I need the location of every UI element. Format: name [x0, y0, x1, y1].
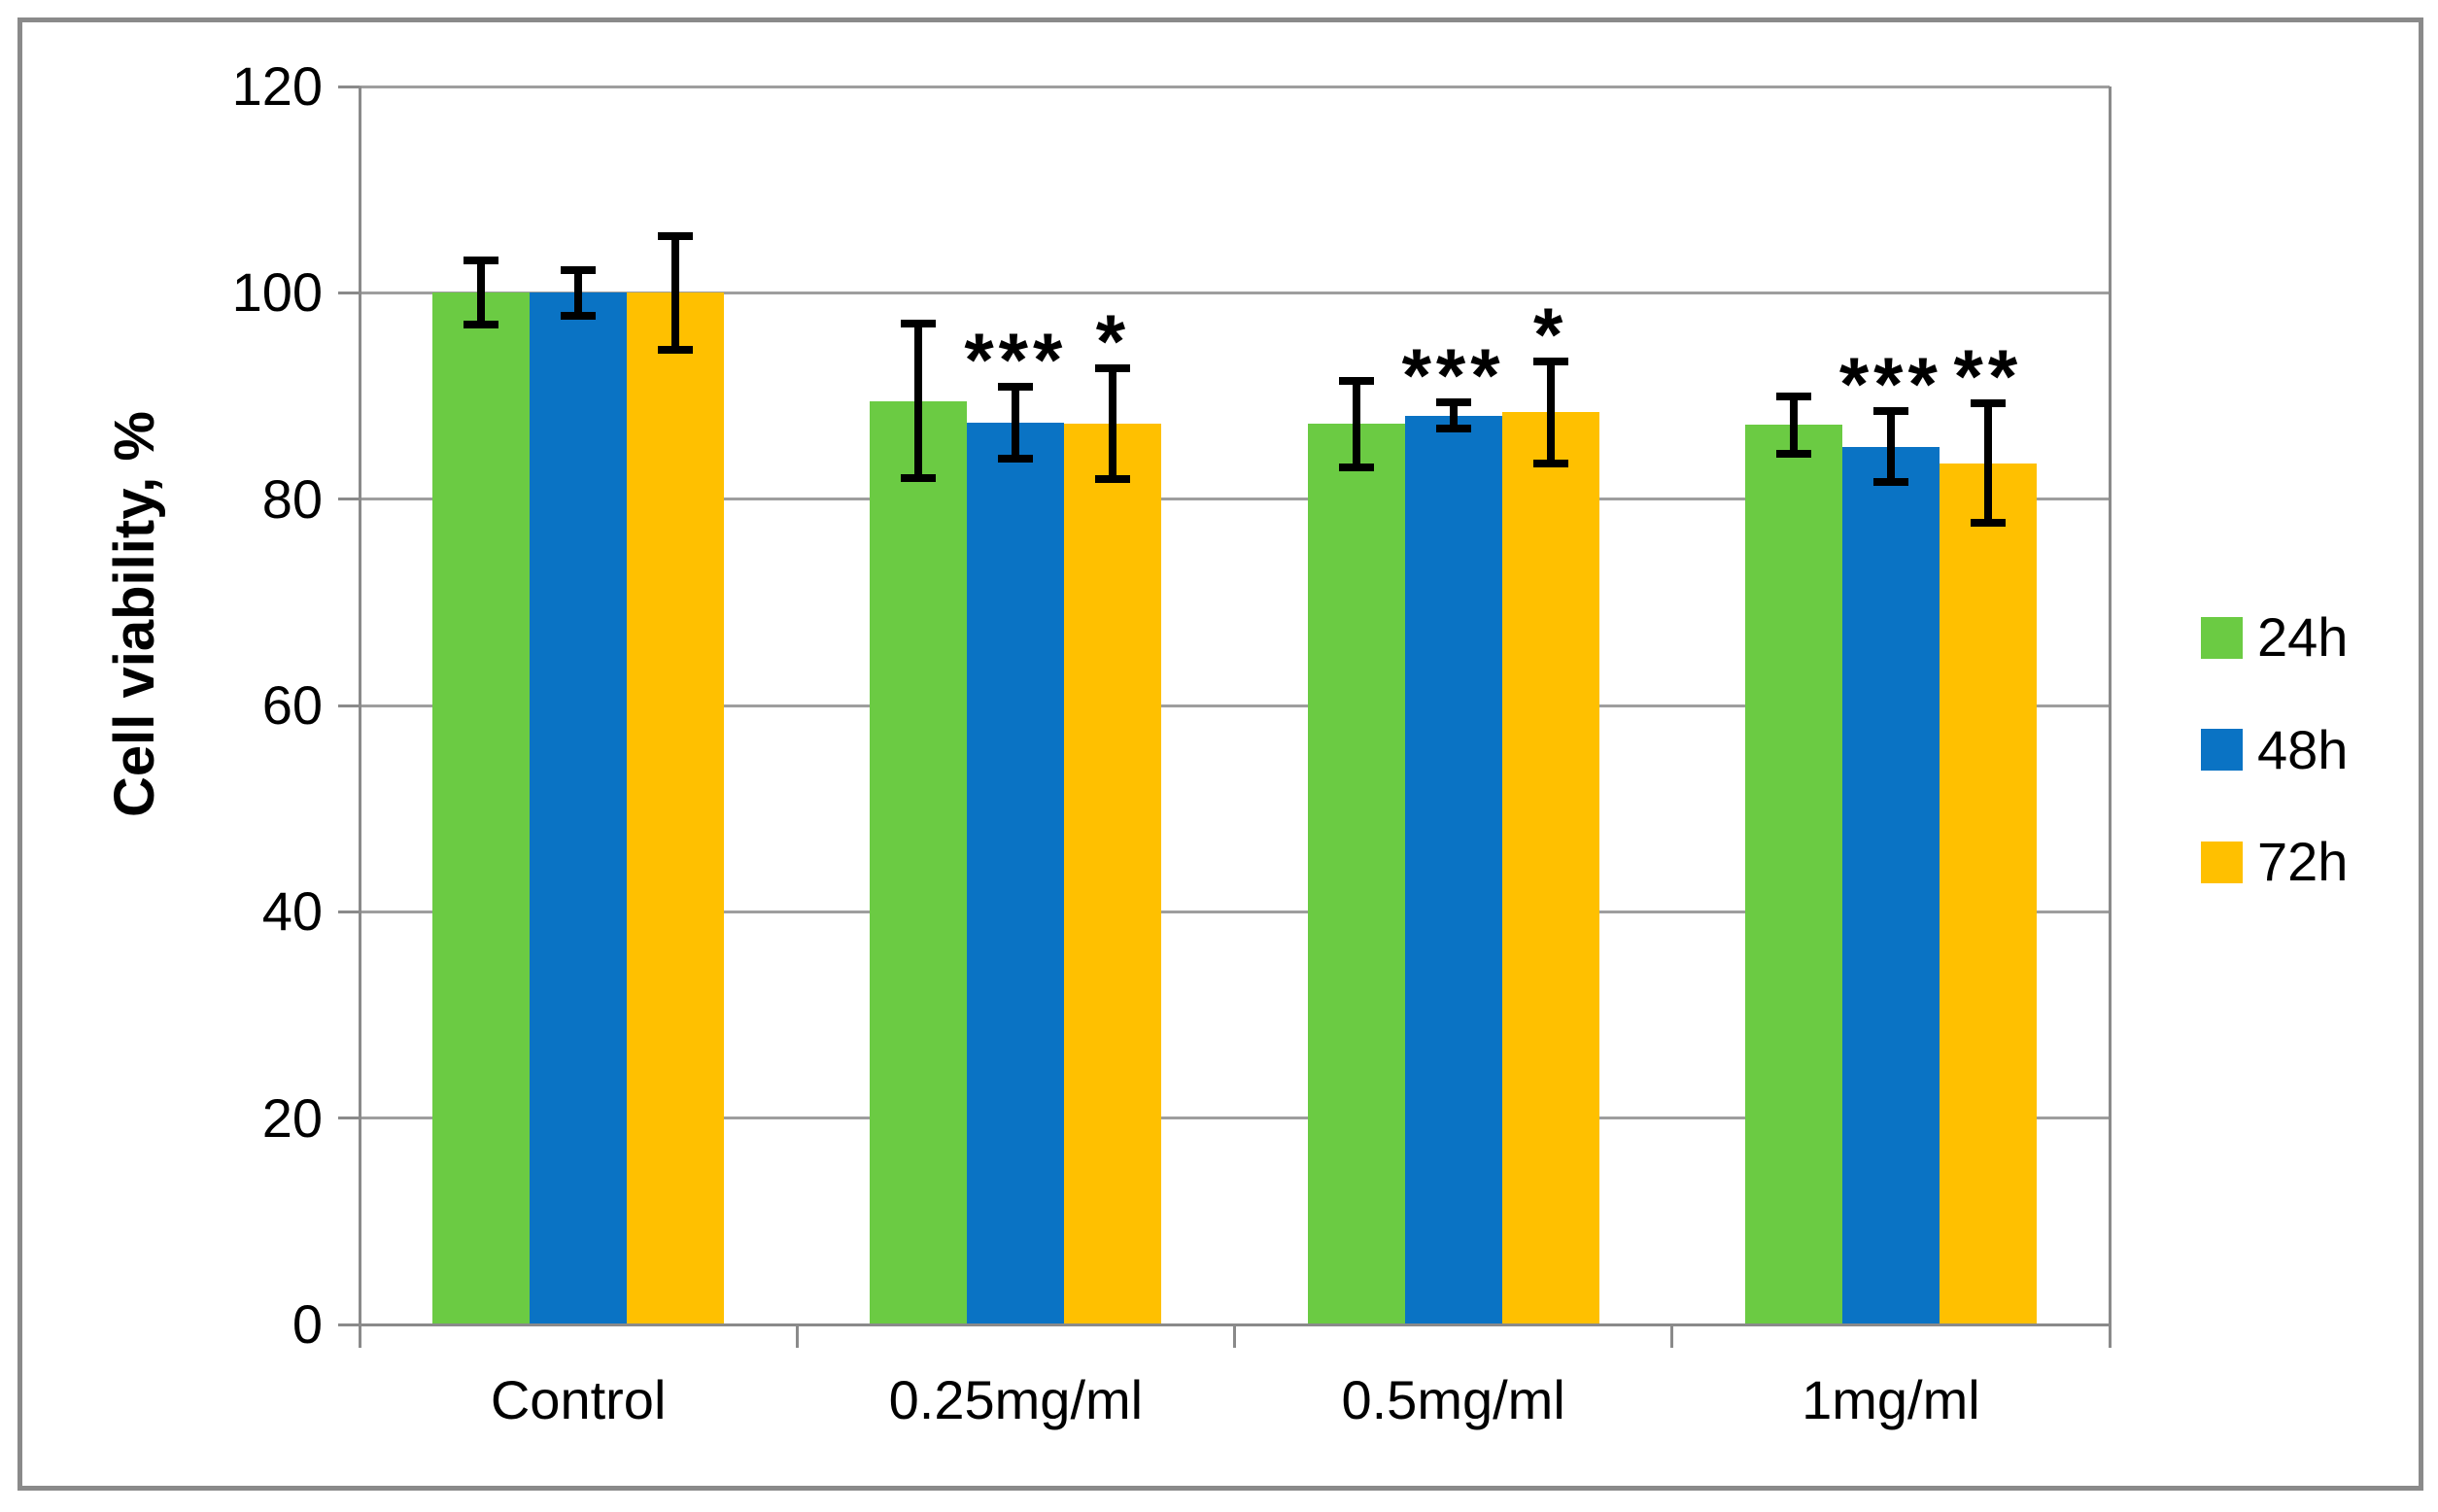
significance-marker: ** [1953, 332, 2023, 419]
y-tick-label: 80 [261, 467, 323, 530]
bar-24h-0.25mg/ml [870, 400, 968, 1324]
error-bar-cap-bottom [998, 455, 1034, 464]
gridline-20 [360, 1117, 2110, 1120]
error-bar-cap-top [1532, 358, 1568, 366]
error-bar-cap-top [561, 265, 597, 274]
significance-marker: *** [1838, 341, 1942, 428]
y-tick-label: 100 [231, 261, 323, 324]
legend-label-72h: 72h [2257, 831, 2349, 892]
y-axis-tick [338, 1323, 360, 1326]
x-category-label: 1mg/ml [1802, 1369, 1980, 1430]
error-bar-cap-bottom [1338, 463, 1374, 471]
bar-48h-0.25mg/ml [967, 423, 1065, 1324]
legend-label-48h: 48h [2257, 718, 2349, 780]
y-axis-title: Cell viability, % [103, 411, 166, 817]
error-bar-line [574, 269, 583, 316]
x-axis-tick [1670, 1324, 1674, 1348]
error-bar-line [1449, 401, 1458, 430]
error-bar-cap-top [1872, 407, 1908, 416]
gridline-40 [360, 910, 2110, 913]
gridline-80 [360, 498, 2110, 501]
bar-48h-0.5mg/ml [1404, 415, 1502, 1324]
error-bar-line [914, 324, 923, 479]
y-axis-tick [338, 910, 360, 913]
x-axis-tick [795, 1324, 799, 1348]
y-tick-label: 0 [292, 1293, 323, 1355]
error-bar-line [1012, 386, 1020, 460]
significance-marker: * [1532, 292, 1568, 378]
y-axis-line [358, 86, 361, 1327]
error-bar-cap-top [1338, 376, 1374, 385]
y-tick-label: 120 [231, 55, 323, 117]
y-axis-tick [338, 704, 360, 707]
error-bar-cap-top [1435, 397, 1471, 406]
bar-72h-0.25mg/ml [1064, 424, 1162, 1324]
plot-right-border [2108, 86, 2112, 1324]
x-category-label: Control [490, 1369, 667, 1430]
error-bar-cap-bottom [464, 321, 499, 329]
y-axis-tick [338, 291, 360, 294]
legend-swatch-48h [2201, 729, 2243, 771]
error-bar-line [1886, 411, 1895, 482]
error-bar-cap-bottom [901, 474, 937, 483]
x-axis-tick [2108, 1324, 2112, 1348]
error-bar-cap-top [464, 257, 499, 265]
gridline-60 [360, 704, 2110, 707]
legend-item-72h: 72h [2201, 835, 2348, 889]
bar-48h-control [530, 292, 628, 1324]
bar-24h-1mg/ml [1744, 425, 1842, 1324]
error-bar-line [1109, 367, 1117, 480]
y-tick-label: 60 [261, 674, 323, 736]
error-bar-cap-top [1970, 398, 2006, 407]
error-bar-cap-top [658, 231, 694, 240]
x-category-label: 0.25mg/ml [888, 1369, 1144, 1430]
legend-swatch-24h [2201, 616, 2243, 659]
error-bar-line [1789, 395, 1798, 454]
error-bar-line [1546, 361, 1555, 464]
legend-label-24h: 24h [2257, 606, 2349, 668]
x-axis-tick [1233, 1324, 1236, 1348]
error-bar-line [671, 235, 680, 350]
bar-72h-1mg/ml [1939, 463, 2037, 1324]
error-bar-cap-bottom [1970, 519, 2006, 528]
gridline-100 [360, 291, 2110, 294]
legend-swatch-72h [2201, 841, 2243, 883]
bar-72h-0.5mg/ml [1501, 412, 1599, 1324]
figure-border [17, 17, 2423, 1491]
gridline-120 [360, 85, 2110, 88]
x-axis-tick [358, 1324, 361, 1348]
significance-marker: * [1095, 297, 1131, 384]
legend-item-48h: 48h [2201, 718, 2349, 780]
error-bar-cap-bottom [1435, 425, 1471, 433]
y-tick-label: 40 [261, 880, 323, 943]
error-bar-cap-bottom [1532, 459, 1568, 467]
error-bar-cap-bottom [658, 345, 694, 354]
error-bar-cap-bottom [1775, 449, 1811, 458]
error-bar-cap-top [1775, 392, 1811, 400]
bar-24h-control [432, 292, 531, 1324]
y-axis-tick [338, 498, 360, 501]
error-bar-cap-bottom [1095, 475, 1131, 484]
legend-item-24h: 24h [2201, 610, 2348, 665]
y-tick-label: 20 [261, 1086, 323, 1149]
error-bar-cap-bottom [1872, 477, 1908, 486]
y-axis-tick [338, 85, 360, 88]
error-bar-cap-top [1095, 363, 1131, 372]
bar-24h-0.5mg/ml [1307, 424, 1405, 1324]
x-category-label: 0.5mg/ml [1341, 1369, 1565, 1430]
error-bar-cap-top [901, 320, 937, 328]
bar-48h-1mg/ml [1841, 446, 1940, 1324]
error-bar-line [1983, 402, 1992, 524]
y-axis-tick [338, 1117, 360, 1120]
error-bar-line [1352, 380, 1360, 467]
significance-marker: *** [964, 316, 1068, 402]
significance-marker: *** [1401, 331, 1505, 418]
error-bar-cap-bottom [561, 311, 597, 320]
bar-72h-control [627, 292, 725, 1324]
error-bar-cap-top [998, 382, 1034, 391]
error-bar-line [477, 260, 486, 326]
